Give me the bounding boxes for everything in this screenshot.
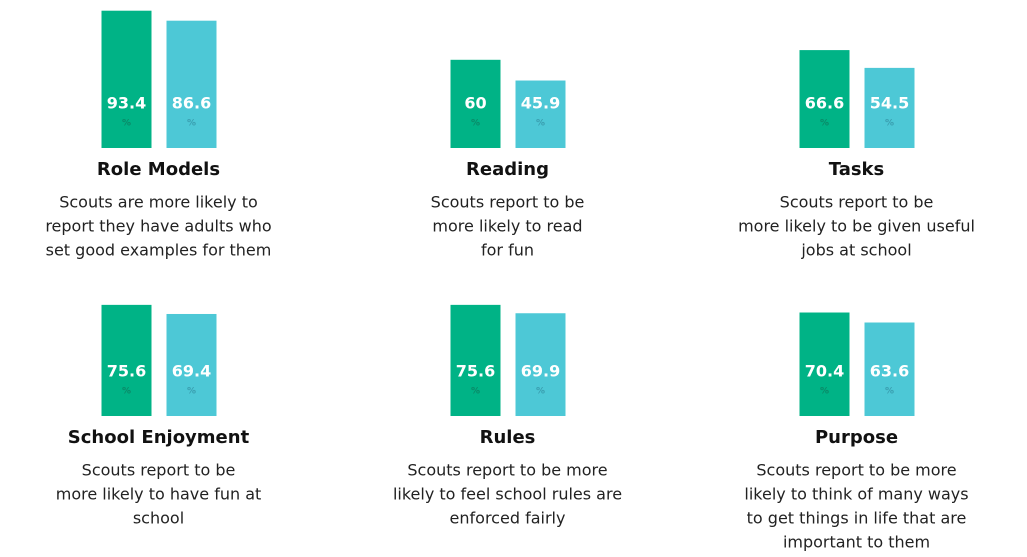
value-label: 66.6 bbox=[805, 94, 844, 113]
bar bbox=[864, 322, 915, 416]
bar bbox=[101, 304, 152, 416]
description-line: more likely to be given useful bbox=[738, 217, 975, 236]
bar bbox=[450, 304, 501, 416]
unit-label: % bbox=[885, 387, 894, 397]
chart-title: Reading bbox=[466, 159, 549, 180]
bar bbox=[864, 67, 915, 148]
description-line: enforced fairly bbox=[450, 509, 566, 528]
description-line: report they have adults who bbox=[45, 217, 271, 236]
value-label: 93.4 bbox=[107, 94, 146, 113]
value-label: 69.4 bbox=[172, 362, 211, 381]
description-line: likely to think of many ways bbox=[744, 485, 968, 504]
value-label: 69.9 bbox=[521, 362, 560, 381]
value-label: 45.9 bbox=[521, 94, 560, 113]
bar bbox=[166, 20, 217, 149]
bar bbox=[799, 312, 850, 416]
chart-title: School Enjoyment bbox=[68, 427, 250, 448]
description-line: Scouts report to be more bbox=[407, 461, 607, 480]
unit-label: % bbox=[187, 119, 196, 129]
unit-label: % bbox=[471, 119, 480, 129]
unit-label: % bbox=[187, 387, 196, 397]
chart-title: Role Models bbox=[97, 159, 220, 180]
bar bbox=[166, 313, 217, 416]
description-line: important to them bbox=[783, 533, 930, 552]
description-line: school bbox=[133, 509, 184, 528]
value-label: 86.6 bbox=[172, 94, 211, 113]
description-line: likely to feel school rules are bbox=[393, 485, 622, 504]
chart-title: Rules bbox=[480, 427, 536, 448]
unit-label: % bbox=[536, 387, 545, 397]
description-line: Scouts are more likely to bbox=[59, 193, 258, 212]
bar bbox=[101, 10, 152, 149]
description-line: jobs at school bbox=[800, 241, 911, 260]
value-label: 63.6 bbox=[870, 362, 909, 381]
chart-title: Tasks bbox=[829, 159, 885, 180]
description-line: set good examples for them bbox=[46, 241, 272, 260]
bar bbox=[450, 59, 501, 148]
value-label: 54.5 bbox=[870, 94, 909, 113]
unit-label: % bbox=[471, 387, 480, 397]
unit-label: % bbox=[122, 387, 131, 397]
value-label: 60 bbox=[464, 94, 486, 113]
description-line: Scouts report to be bbox=[780, 193, 934, 212]
unit-label: % bbox=[820, 387, 829, 397]
description-line: for fun bbox=[481, 241, 534, 260]
description-line: Scouts report to be bbox=[82, 461, 236, 480]
unit-label: % bbox=[122, 119, 131, 129]
unit-label: % bbox=[820, 119, 829, 129]
value-label: 70.4 bbox=[805, 362, 844, 381]
bar bbox=[799, 50, 850, 148]
chart-title: Purpose bbox=[815, 427, 898, 448]
unit-label: % bbox=[885, 119, 894, 129]
bar bbox=[515, 313, 566, 416]
unit-label: % bbox=[536, 119, 545, 129]
value-label: 75.6 bbox=[107, 362, 146, 381]
description-line: to get things in life that are bbox=[747, 509, 967, 528]
bar bbox=[515, 80, 566, 148]
description-line: Scouts report to be more bbox=[756, 461, 956, 480]
description-line: more likely to read bbox=[432, 217, 582, 236]
value-label: 75.6 bbox=[456, 362, 495, 381]
description-line: Scouts report to be bbox=[431, 193, 585, 212]
description-line: more likely to have fun at bbox=[56, 485, 262, 504]
